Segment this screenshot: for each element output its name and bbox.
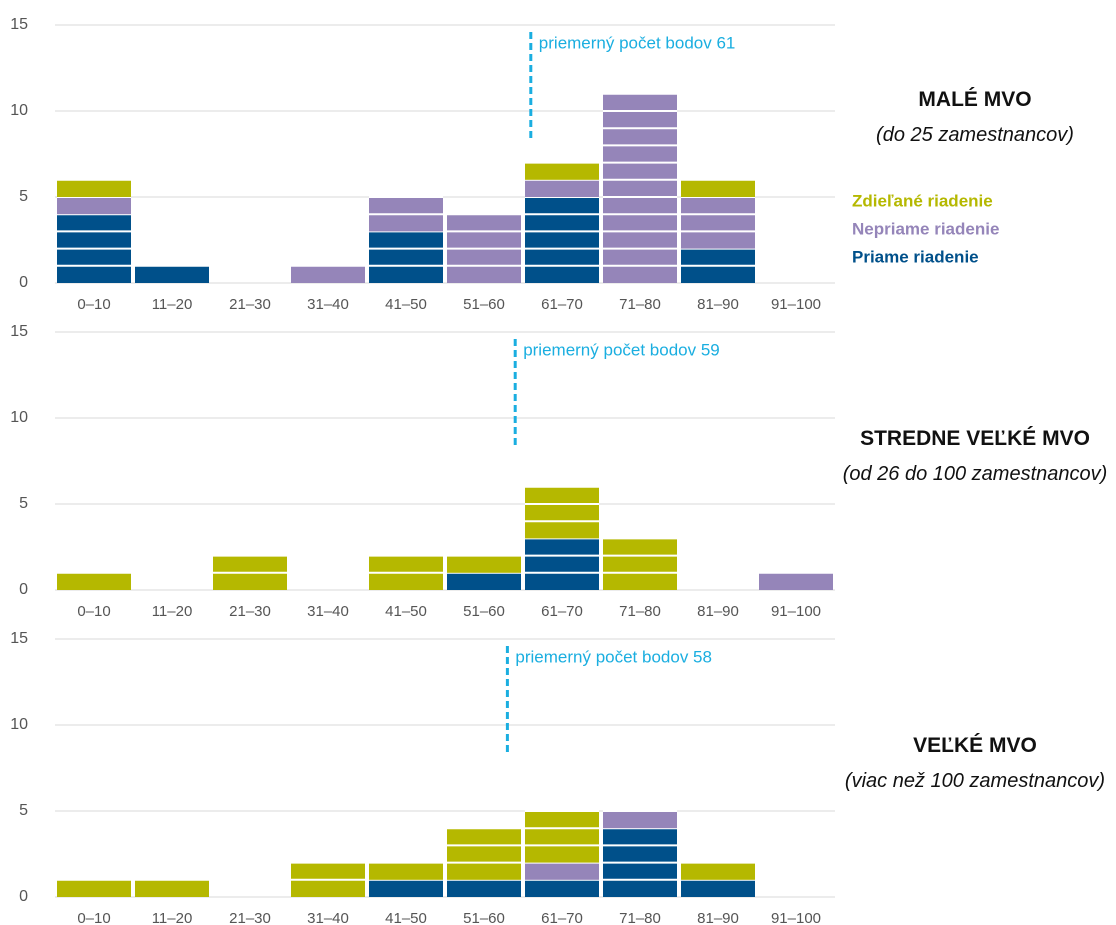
mean-label: priemerný počet bodov 58: [515, 647, 712, 666]
x-tick-label: 21–30: [229, 296, 271, 313]
bar-segment: [681, 879, 755, 897]
bar-segment: [369, 231, 443, 283]
x-tick-label: 71–80: [619, 603, 661, 620]
chart-title: STREDNE VEĽKÉ MVO: [860, 427, 1090, 450]
bar-segment: [525, 197, 599, 283]
bar-segment: [57, 197, 131, 215]
bar-segment: [603, 93, 677, 283]
x-tick-label: 0–10: [77, 296, 110, 313]
x-tick-label: 81–90: [697, 910, 739, 925]
bar-segment: [57, 572, 131, 590]
bar-segment: [57, 179, 131, 197]
x-tick-label: 61–70: [541, 603, 583, 620]
bar-segment: [525, 162, 599, 180]
y-tick-label: 5: [19, 802, 28, 819]
chart-subtitle: (viac než 100 zamestnancov): [844, 770, 1106, 792]
x-tick-label: 71–80: [619, 296, 661, 313]
bar-segment: [759, 572, 833, 590]
bar-segment: [525, 811, 599, 863]
y-tick-label: 5: [19, 495, 28, 512]
chart-side-label: VEĽKÉ MVO (viac než 100 zamestnancov): [840, 734, 1110, 796]
bar-segment: [525, 879, 599, 897]
x-tick-label: 21–30: [229, 603, 271, 620]
bar-segment: [525, 538, 599, 590]
y-tick-label: 10: [10, 102, 28, 119]
x-tick-label: 41–50: [385, 603, 427, 620]
bar-segment: [603, 538, 677, 590]
bar-segment: [57, 879, 131, 897]
bar-segment: [447, 879, 521, 897]
x-tick-label: 11–20: [152, 910, 193, 925]
x-tick-label: 81–90: [697, 296, 739, 313]
bar-segment: [603, 811, 677, 829]
x-tick-label: 41–50: [385, 296, 427, 313]
x-tick-label: 71–80: [619, 910, 661, 925]
bar-segment: [135, 265, 209, 283]
x-tick-label: 21–30: [229, 910, 271, 925]
x-tick-label: 41–50: [385, 910, 427, 925]
chart-subtitle: (od 26 do 100 zamestnancov): [842, 463, 1108, 485]
x-tick-label: 81–90: [697, 603, 739, 620]
x-tick-label: 91–100: [771, 910, 821, 925]
chart-title: MALÉ MVO: [918, 88, 1032, 111]
bar-segment: [681, 197, 755, 249]
x-tick-label: 0–10: [77, 910, 110, 925]
x-tick-label: 31–40: [307, 603, 349, 620]
bar-segment: [525, 862, 599, 880]
y-tick-label: 10: [10, 716, 28, 733]
bar-segment: [447, 828, 521, 880]
x-tick-label: 91–100: [771, 296, 821, 313]
x-tick-label: 51–60: [463, 296, 505, 313]
x-tick-label: 31–40: [307, 910, 349, 925]
y-tick-label: 15: [10, 323, 28, 340]
mean-label: priemerný počet bodov 61: [539, 33, 736, 52]
x-tick-label: 11–20: [152, 296, 193, 313]
x-tick-label: 11–20: [152, 603, 193, 620]
bar-segment: [525, 179, 599, 197]
chart-title: VEĽKÉ MVO: [913, 734, 1037, 757]
bar-segment: [447, 555, 521, 573]
bar-segment: [369, 862, 443, 880]
bar-segment: [681, 179, 755, 197]
bar-segment: [369, 879, 443, 897]
y-tick-label: 0: [19, 274, 28, 291]
chart-subtitle: (do 25 zamestnancov): [876, 124, 1074, 146]
x-tick-label: 0–10: [77, 603, 110, 620]
legend-entry: Priame riadenie: [852, 247, 979, 266]
y-tick-label: 15: [10, 16, 28, 33]
y-tick-label: 5: [19, 188, 28, 205]
x-tick-label: 51–60: [463, 603, 505, 620]
y-tick-label: 0: [19, 581, 28, 598]
mean-label: priemerný počet bodov 59: [523, 340, 720, 359]
x-tick-label: 31–40: [307, 296, 349, 313]
y-tick-label: 10: [10, 409, 28, 426]
x-tick-label: 61–70: [541, 910, 583, 925]
x-tick-label: 61–70: [541, 296, 583, 313]
y-tick-label: 0: [19, 888, 28, 905]
bar-segment: [525, 486, 599, 539]
bar-segment: [681, 862, 755, 880]
bar-segment: [135, 879, 209, 897]
legend-entry: Zdieľané riadenie: [852, 191, 993, 210]
bar-segment: [291, 265, 365, 283]
x-tick-label: 91–100: [771, 603, 821, 620]
chart-side-label: MALÉ MVO (do 25 zamestnancov): [840, 88, 1110, 150]
bar-segment: [447, 572, 521, 590]
y-tick-label: 15: [10, 630, 28, 647]
chart-side-label: STREDNE VEĽKÉ MVO (od 26 do 100 zamestnan…: [840, 427, 1110, 489]
x-tick-label: 51–60: [463, 910, 505, 925]
legend-entry: Nepriame riadenie: [852, 219, 999, 238]
